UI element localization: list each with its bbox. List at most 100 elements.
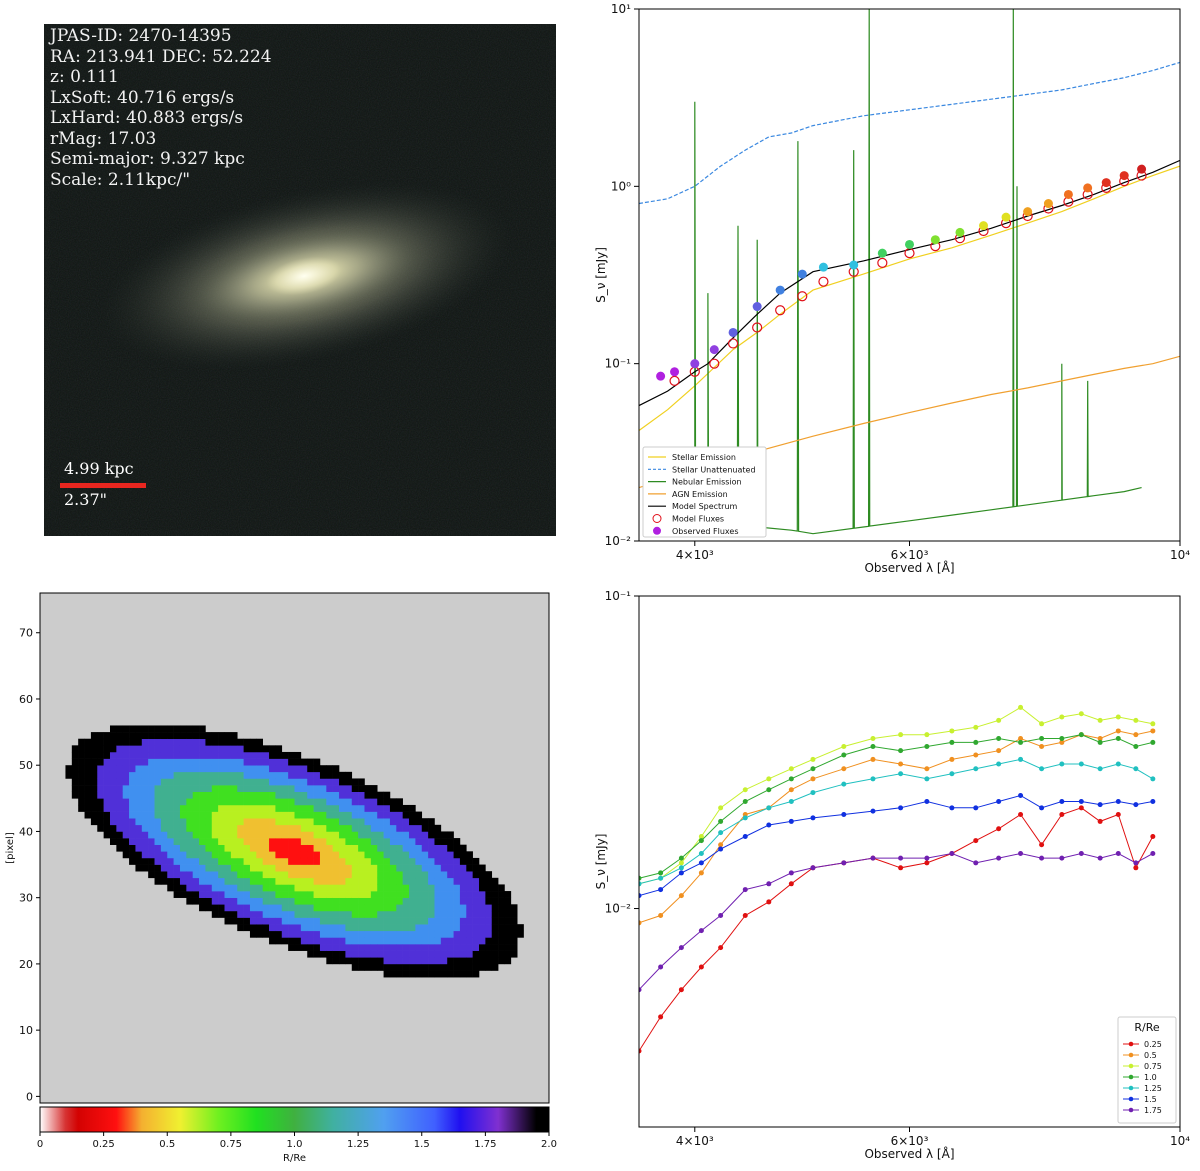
map-pixel	[256, 851, 263, 859]
data-point	[810, 756, 816, 762]
map-pixel	[485, 877, 493, 885]
map-pixel	[377, 884, 384, 892]
map-pixel	[281, 884, 289, 892]
map-pixel	[294, 778, 302, 786]
map-pixel	[186, 791, 193, 799]
map-pixel	[339, 937, 346, 945]
map-pixel	[421, 944, 429, 951]
map-pixel	[313, 824, 321, 832]
info-line: z: 0.111	[50, 67, 119, 87]
map-pixel	[440, 877, 448, 885]
map-pixel	[256, 738, 263, 746]
map-pixel	[211, 824, 219, 832]
map-pixel	[307, 884, 314, 892]
map-pixel	[109, 811, 117, 819]
map-pixel	[154, 857, 162, 865]
map-pixel	[339, 824, 346, 832]
map-pixel	[319, 930, 327, 938]
map-pixel	[141, 771, 149, 779]
colorbar-tick-label: 0.25	[92, 1139, 114, 1150]
map-pixel	[288, 884, 295, 892]
map-pixel	[396, 877, 403, 885]
map-pixel	[345, 871, 353, 879]
data-point	[766, 776, 772, 782]
map-pixel	[364, 950, 372, 958]
map-pixel	[377, 930, 384, 938]
data-point	[1115, 851, 1121, 857]
map-pixel	[186, 738, 193, 746]
map-pixel	[377, 957, 384, 965]
map-pixel	[256, 910, 263, 918]
map-pixel	[224, 751, 232, 759]
map-pixel	[358, 944, 365, 951]
map-pixel	[109, 838, 117, 845]
map-pixel	[440, 851, 448, 859]
map-pixel	[472, 877, 480, 885]
map-pixel	[345, 804, 353, 812]
map-pixel	[453, 897, 461, 905]
map-pixel	[498, 917, 505, 925]
map-pixel	[173, 857, 181, 865]
map-pixel	[415, 944, 423, 951]
map-pixel	[186, 864, 193, 872]
map-pixel	[339, 944, 346, 951]
map-pixel	[389, 811, 397, 819]
map-pixel	[440, 891, 448, 898]
legend-title: R/Re	[1134, 1021, 1159, 1034]
map-pixel	[326, 897, 333, 905]
map-pixel	[211, 910, 219, 918]
map-pixel	[262, 811, 270, 819]
map-pixel	[243, 891, 251, 898]
map-pixel	[122, 844, 130, 852]
map-pixel	[485, 963, 493, 971]
map-pixel	[300, 944, 308, 951]
map-pixel	[421, 897, 429, 905]
map-pixel	[237, 785, 244, 793]
map-pixel	[326, 877, 333, 885]
map-pixel	[332, 844, 340, 852]
map-pixel	[249, 884, 257, 892]
map-pixel	[498, 957, 505, 965]
map-pixel	[370, 950, 378, 958]
map-pixel	[364, 910, 372, 918]
map-pixel	[440, 930, 448, 938]
map-pixel	[275, 884, 283, 892]
map-pixel	[281, 758, 289, 766]
map-pixel	[230, 857, 238, 865]
map-pixel	[402, 857, 410, 865]
map-pixel	[218, 732, 225, 740]
map-pixel	[370, 824, 378, 832]
map-pixel	[510, 937, 518, 945]
map-pixel	[300, 877, 308, 885]
map-pixel	[129, 838, 136, 845]
map-pixel	[294, 811, 302, 819]
map-pixel	[294, 910, 302, 918]
map-pixel	[428, 864, 435, 872]
legend-label: Stellar Unattenuated	[672, 465, 756, 474]
map-pixel	[90, 765, 98, 773]
data-point	[658, 870, 664, 876]
map-pixel	[237, 844, 244, 852]
map-pixel	[78, 791, 85, 799]
map-pixel	[192, 891, 200, 898]
map-pixel	[122, 725, 130, 733]
observed-flux-point	[709, 345, 719, 355]
map-pixel	[307, 831, 314, 839]
map-pixel	[383, 877, 391, 885]
map-pixel	[339, 884, 346, 892]
map-pixel	[288, 864, 295, 872]
map-pixel	[90, 738, 98, 746]
data-point	[1039, 721, 1045, 727]
map-pixel	[459, 950, 467, 958]
y-tick-label: 40	[19, 825, 33, 838]
map-pixel	[230, 917, 238, 925]
map-pixel	[262, 785, 270, 793]
map-pixel	[199, 891, 206, 898]
map-pixel	[415, 811, 423, 819]
map-pixel	[122, 738, 130, 746]
map-pixel	[97, 758, 104, 766]
map-pixel	[65, 765, 73, 773]
map-pixel	[237, 791, 244, 799]
map-pixel	[243, 877, 251, 885]
map-pixel	[186, 851, 193, 859]
